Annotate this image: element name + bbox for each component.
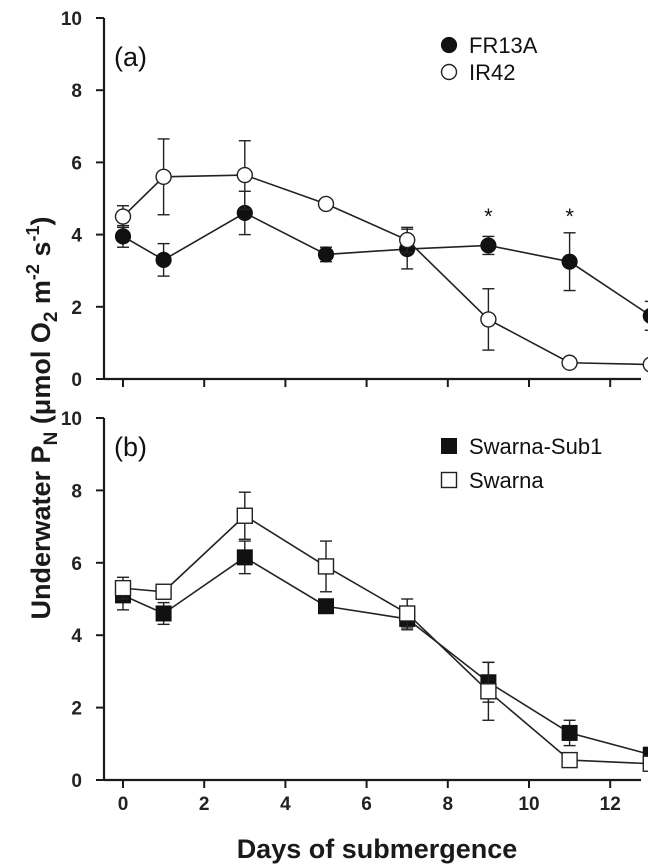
- data-point: [561, 724, 578, 741]
- legend-marker: [440, 471, 458, 489]
- x-tick-label: 8: [443, 794, 454, 815]
- y-tick-label: 8: [71, 481, 82, 502]
- data-point: [155, 583, 172, 600]
- y-title-sup-s1: -1: [23, 226, 43, 242]
- y-axis-title: Underwater PN (μmol O2 m-2 s-1): [23, 217, 62, 620]
- data-point: [642, 755, 648, 772]
- data-point: [480, 683, 497, 700]
- y-tick-label: 4: [71, 226, 82, 247]
- y-title-unit-s: s: [26, 242, 56, 265]
- significance-mark: *: [484, 204, 493, 229]
- y-tick-label: 0: [71, 370, 82, 391]
- data-point: [317, 558, 335, 575]
- data-point: [155, 168, 172, 186]
- legend-label: FR13A: [469, 33, 538, 58]
- significance-mark: *: [565, 204, 574, 229]
- x-tick-label: 12: [600, 794, 621, 815]
- x-tick-label: 2: [199, 794, 210, 815]
- legend-label: Swarna: [469, 468, 544, 493]
- data-point: [399, 605, 416, 622]
- y-tick-label: 0: [71, 771, 82, 792]
- data-point: [318, 598, 334, 615]
- x-axis-title: Days of submergence: [237, 834, 518, 864]
- data-point: [480, 311, 497, 328]
- data-point: [155, 251, 172, 268]
- panel-b: 0 2 4 6 8 10 0 2 4 6 8 10 12 (b) Swarna-Sub1 Swarna: [61, 409, 648, 815]
- y-tick-label: 2: [71, 699, 82, 720]
- y-tick-label: 6: [71, 153, 82, 174]
- y-tick-label: 10: [61, 409, 82, 430]
- legend-label: Swarna-Sub1: [469, 434, 602, 459]
- y-title-unit-open: (μmol O: [26, 322, 56, 432]
- data-point: [114, 579, 132, 597]
- y-title-unit-m: m: [26, 280, 56, 312]
- data-point: [642, 746, 648, 763]
- data-point: [561, 253, 578, 270]
- data-point: [155, 605, 172, 622]
- x-tick-label: 4: [280, 794, 291, 815]
- legend-marker: [440, 36, 458, 54]
- legend-label: IR42: [469, 60, 515, 85]
- data-point: [114, 208, 132, 225]
- y-tick-label: 10: [61, 9, 82, 30]
- y-title-sub-n: N: [41, 432, 62, 446]
- panel-label: (b): [114, 432, 147, 462]
- data-point: [642, 356, 648, 373]
- data-point: [114, 228, 132, 245]
- series-line-swarna-sub1: [122, 556, 648, 755]
- series-line-swarna: [122, 514, 648, 765]
- y-tick-label: 4: [71, 626, 82, 647]
- legend-marker: [440, 63, 458, 81]
- data-point: [317, 246, 335, 263]
- data-point: [236, 166, 254, 184]
- data-point: [480, 237, 497, 254]
- panel-label: (a): [114, 42, 147, 72]
- y-title-sup-m2: -2: [23, 264, 43, 280]
- series-line-ir42: [122, 174, 648, 366]
- data-point: [642, 308, 648, 324]
- y-title-main: Underwater P: [26, 445, 56, 619]
- legend-marker: [441, 438, 457, 454]
- x-tick-label: 6: [361, 794, 372, 815]
- data-point: [236, 507, 254, 524]
- y-tick-label: 2: [71, 298, 82, 319]
- data-point: [399, 231, 416, 249]
- data-point: [236, 549, 253, 566]
- y-title-sub-2: 2: [41, 312, 62, 323]
- x-tick-label: 0: [118, 794, 129, 815]
- series-line-fr13a: [122, 212, 648, 315]
- y-tick-label: 8: [71, 81, 82, 102]
- y-tick-label: 6: [71, 554, 82, 575]
- data-point: [561, 751, 578, 769]
- data-point: [561, 354, 578, 371]
- data-point: [317, 195, 335, 213]
- x-tick-label: 10: [518, 794, 539, 815]
- y-title-close: ): [26, 217, 56, 226]
